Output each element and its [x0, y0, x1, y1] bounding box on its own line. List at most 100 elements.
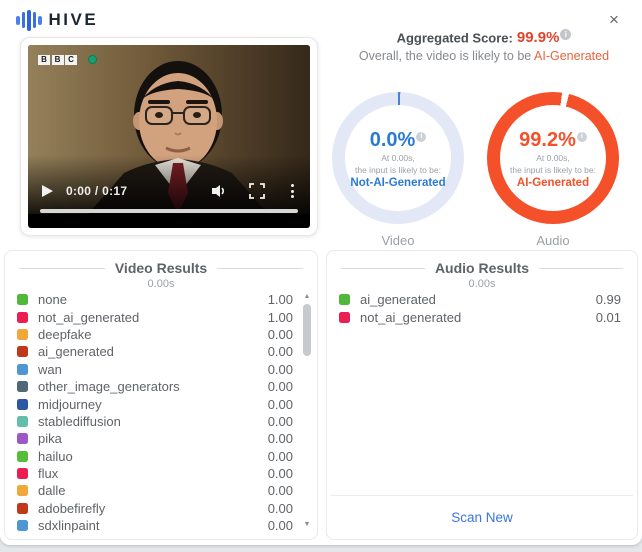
- audio-results-header: Audio Results: [327, 251, 637, 276]
- info-icon[interactable]: i: [560, 29, 572, 40]
- video-results-timestamp: 0.00s: [147, 278, 175, 290]
- class-label: dalle: [38, 483, 66, 499]
- class-color-chip: [17, 450, 28, 462]
- result-row: adobefirefly 0.00: [17, 500, 293, 517]
- video-frame-image: [28, 45, 310, 214]
- class-score: 0.00: [267, 466, 293, 482]
- class-score: 0.00: [267, 396, 293, 412]
- time-display: 0:00 / 0:17: [66, 184, 128, 198]
- seek-bar[interactable]: [40, 209, 298, 213]
- video-results-title: Video Results: [114, 260, 208, 276]
- class-score: 0.00: [267, 326, 293, 342]
- result-row: not_ai_generated 1.00: [17, 308, 293, 325]
- class-label: none: [38, 292, 67, 308]
- volume-icon[interactable]: [211, 183, 227, 199]
- class-score: 0.00: [267, 379, 293, 395]
- class-label: other_image_generators: [38, 379, 180, 395]
- overall-verdict-prefix: Overall, the video is likely to be: [358, 49, 535, 64]
- class-color-chip: [17, 485, 28, 497]
- audio-results-list: ai_generated 0.99 not_ai_generated 0.01: [339, 291, 621, 326]
- class-label: not_ai_generated: [360, 309, 462, 325]
- video-results-list: none 1.00 not_ai_generated 1.00 deepfake…: [17, 291, 293, 534]
- class-color-chip: [17, 520, 28, 532]
- class-score: 0.01: [595, 309, 621, 325]
- fullscreen-icon[interactable]: [249, 183, 265, 199]
- result-row: stablediffusion 0.00: [17, 413, 293, 430]
- info-icon[interactable]: i: [416, 132, 427, 143]
- info-icon[interactable]: i: [576, 132, 587, 143]
- class-color-chip: [17, 415, 28, 427]
- play-icon[interactable]: [40, 184, 54, 198]
- scroll-up-icon[interactable]: ▲: [303, 293, 311, 300]
- result-row: sdxlinpaint 0.00: [17, 517, 293, 534]
- class-color-chip: [339, 294, 350, 306]
- result-row: dalle 0.00: [17, 482, 293, 499]
- class-label: deepfake: [38, 326, 92, 342]
- video-gauge-at: At 0.00s,: [381, 152, 415, 163]
- class-label: flux: [38, 466, 59, 482]
- result-row: pika 0.00: [17, 430, 293, 447]
- scan-new-button[interactable]: Scan New: [451, 510, 513, 525]
- class-score: 0.00: [267, 413, 293, 429]
- audio-gauge: 99.2% i At 0.00s, the input is likely to …: [487, 92, 619, 224]
- class-color-chip: [339, 311, 350, 323]
- class-label: wan: [38, 361, 62, 377]
- video-results-header: Video Results: [5, 251, 317, 276]
- audio-gauge-label: Audio: [536, 233, 570, 248]
- class-score: 1.00: [267, 309, 293, 325]
- record-dot-icon: [88, 55, 97, 64]
- class-color-chip: [17, 468, 28, 480]
- class-label: ai_generated: [38, 344, 114, 360]
- class-label: stablediffusion: [38, 413, 121, 429]
- result-row: ai_generated 0.99: [339, 291, 621, 308]
- class-color-chip: [17, 346, 28, 358]
- video-results-scrollbar[interactable]: ▲ ▼: [302, 293, 312, 529]
- audio-gauge-verdict: AI-Generated: [516, 177, 590, 190]
- audio-gauge-percent-row: 99.2% i: [519, 129, 587, 152]
- result-row: wan 0.00: [17, 361, 293, 378]
- class-score: 0.00: [267, 431, 293, 447]
- class-color-chip: [17, 398, 28, 410]
- scrollbar-thumb[interactable]: [303, 304, 311, 356]
- class-color-chip: [17, 363, 28, 375]
- result-row: other_image_generators 0.00: [17, 378, 293, 395]
- class-color-chip: [17, 311, 28, 323]
- audio-gauge-at: At 0.00s,: [536, 152, 570, 163]
- video-gauge-percent: 0.0%: [369, 128, 416, 151]
- overall-verdict-line: Overall, the video is likely to be AI-Ge…: [334, 49, 634, 63]
- video-gauge: 0.0% i At 0.00s, the input is likely to b…: [332, 92, 464, 224]
- audio-gauge-ring: [487, 92, 619, 224]
- video-gauge-likely: the input is likely to be:: [355, 165, 441, 175]
- aggregated-score-block: Aggregated Score: 99.9% i Overall, the vid…: [334, 29, 634, 63]
- class-label: ai_generated: [360, 292, 436, 308]
- audio-results-timestamp: 0.00s: [468, 278, 496, 290]
- class-color-chip: [17, 502, 28, 514]
- class-color-chip: [17, 433, 28, 445]
- class-label: hailuo: [38, 448, 73, 464]
- video-gauge-percent-row: 0.0% i: [370, 129, 427, 152]
- audio-results-title: Audio Results: [434, 260, 530, 276]
- result-row: ai_generated 0.00: [17, 343, 293, 360]
- hive-logo: HIVE: [16, 9, 98, 31]
- result-row: hailuo 0.00: [17, 448, 293, 465]
- scroll-down-icon[interactable]: ▼: [303, 521, 311, 528]
- audio-gauge-likely: the input is likely to be:: [510, 165, 596, 175]
- class-score: 0.99: [595, 292, 621, 308]
- player-menu-icon[interactable]: [287, 183, 298, 199]
- audio-gauge-percent: 99.2%: [519, 128, 576, 151]
- player-controls: 0:00 / 0:17: [28, 179, 310, 203]
- class-label: adobefirefly: [38, 500, 106, 516]
- class-color-chip: [17, 328, 28, 340]
- hive-logo-icon: [16, 9, 42, 31]
- class-score: 0.00: [267, 361, 293, 377]
- class-score: 0.00: [267, 500, 293, 516]
- close-icon[interactable]: ×: [609, 10, 619, 29]
- class-score: 0.00: [267, 448, 293, 464]
- aggregated-score-value: 99.9%: [516, 29, 560, 47]
- scan-new-divider: [331, 495, 633, 496]
- aggregated-score-line: Aggregated Score: 99.9% i: [334, 29, 634, 46]
